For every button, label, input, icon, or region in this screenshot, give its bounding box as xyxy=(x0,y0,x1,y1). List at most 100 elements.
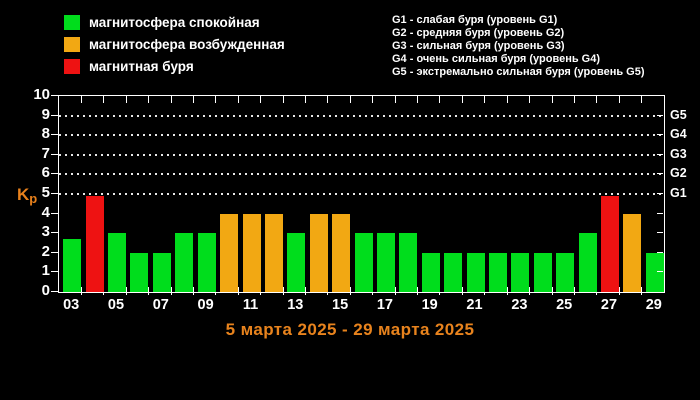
axis-tick-top xyxy=(439,96,441,103)
y-tick-label: 7 xyxy=(41,144,50,162)
kp-bar-day-18 xyxy=(399,233,418,292)
y-tick-label: 3 xyxy=(41,223,50,241)
kp-bar-day-09 xyxy=(197,233,216,292)
right-axis-tick xyxy=(657,173,663,175)
axis-tick-top xyxy=(349,96,351,103)
axis-tick-top xyxy=(148,96,150,103)
plot-area xyxy=(58,95,665,295)
kp-bar-day-05 xyxy=(108,233,126,292)
legend-label-quiet: магнитосфера спокойная xyxy=(89,14,260,30)
axis-tick-top xyxy=(506,96,508,103)
g-level-label-g4: G4 xyxy=(670,127,687,142)
axis-tick-top xyxy=(327,96,329,103)
gridline-kp7 xyxy=(59,153,664,156)
x-tick-label-19: 19 xyxy=(421,297,438,313)
axis-tick-top xyxy=(618,96,620,103)
gridline-kp6 xyxy=(59,173,664,176)
gridline-kp9 xyxy=(59,114,664,117)
axis-tick-bottom xyxy=(596,287,598,295)
g-level-label-g2: G2 xyxy=(670,166,687,181)
axis-tick-bottom xyxy=(349,287,351,295)
right-axis-tick xyxy=(657,193,663,194)
axis-tick-bottom xyxy=(237,287,239,295)
x-tick-label-17: 17 xyxy=(376,297,393,313)
axis-tick-bottom xyxy=(103,287,105,295)
kp-bar-day-21 xyxy=(466,252,485,292)
kp-bar-day-17 xyxy=(376,233,395,292)
kp-bar-day-06 xyxy=(130,252,149,292)
axis-tick-bottom xyxy=(506,287,508,295)
chart-date-range-title: 5 марта 2025 - 29 марта 2025 xyxy=(225,320,475,339)
axis-tick-bottom xyxy=(529,287,531,295)
kp-bar-day-16 xyxy=(354,233,373,292)
kp-bar-day-24 xyxy=(533,252,552,292)
axis-tick-top xyxy=(305,96,306,103)
storm-scale-line-g5: G5 - экстремально сильная буря (уровень … xyxy=(392,66,645,78)
axis-tick-bottom xyxy=(170,287,172,295)
x-tick-label-05: 05 xyxy=(107,297,125,313)
right-axis-tick xyxy=(657,232,663,234)
axis-tick-top xyxy=(551,96,553,103)
storm-scale-line-g4: G4 - очень сильная буря (уровень G4) xyxy=(392,53,601,65)
kp-bar-day-14 xyxy=(309,213,328,292)
storm-scale-line-g3: G3 - сильная буря (уровень G3) xyxy=(392,40,565,52)
legend-label-storm: магнитная буря xyxy=(89,58,194,74)
y-axis-tick xyxy=(51,95,58,96)
x-tick-label-07: 07 xyxy=(152,297,169,313)
x-tick-label-09: 09 xyxy=(197,297,214,313)
axis-tick-bottom xyxy=(305,287,306,295)
x-tick-label-27: 27 xyxy=(600,297,618,313)
axis-tick-top xyxy=(125,96,127,103)
y-axis-tick xyxy=(51,153,58,155)
orange-square-icon xyxy=(64,36,80,52)
axis-tick-bottom xyxy=(417,287,418,295)
storm-scale-description: G1 - слабая буря (уровень G1) G2 - средн… xyxy=(392,14,645,79)
kp-bar-day-29 xyxy=(645,252,664,292)
y-axis-tick xyxy=(51,251,58,253)
axis-tick-bottom xyxy=(394,287,396,295)
y-axis-tick xyxy=(51,232,58,234)
legend-label-excited: магнитосфера возбужденная xyxy=(89,36,285,52)
x-tick-label-03: 03 xyxy=(63,297,80,313)
axis-tick-bottom xyxy=(282,287,284,295)
axis-tick-bottom xyxy=(215,287,217,295)
kp-bar-day-04 xyxy=(85,196,104,292)
axis-tick-bottom xyxy=(641,287,643,295)
legend-item-excited: магнитосфера возбужденная xyxy=(64,33,285,55)
y-axis-tick xyxy=(51,193,58,194)
gridline-kp5 xyxy=(59,193,664,195)
green-square-icon xyxy=(64,14,80,30)
right-axis-tick xyxy=(657,212,663,214)
axis-tick-bottom xyxy=(461,287,463,295)
kp-bar-day-03 xyxy=(63,239,82,292)
kp-bar-day-08 xyxy=(175,233,194,292)
gridline-kp8 xyxy=(59,134,664,137)
axis-tick-bottom xyxy=(618,287,620,295)
axis-tick-top xyxy=(641,96,643,103)
axis-tick-top xyxy=(372,96,374,103)
x-tick-label-13: 13 xyxy=(287,297,304,313)
kp-label-main: K xyxy=(17,185,30,204)
y-tick-label: 1 xyxy=(41,262,50,280)
kp-bar-day-27 xyxy=(601,196,619,292)
kp-bar-day-22 xyxy=(488,252,507,292)
kp-bar-day-10 xyxy=(220,213,239,292)
g-level-label-g3: G3 xyxy=(670,146,687,161)
axis-tick-top xyxy=(237,96,239,103)
axis-tick-bottom xyxy=(125,287,127,295)
x-tick-label-23: 23 xyxy=(511,297,528,313)
x-tick-label-15: 15 xyxy=(332,297,349,313)
legend-item-quiet: магнитосфера спокойная xyxy=(64,11,285,33)
legend: магнитосфера спокойная магнитосфера возб… xyxy=(64,11,285,77)
y-axis-tick xyxy=(51,173,58,175)
y-tick-label: 4 xyxy=(41,203,50,221)
right-axis-tick xyxy=(657,153,663,155)
y-axis-tick xyxy=(51,134,58,136)
right-axis-tick xyxy=(657,114,663,116)
y-tick-label: 6 xyxy=(41,164,50,182)
axis-tick-top xyxy=(573,96,575,103)
right-axis-tick xyxy=(657,271,663,273)
axis-tick-top xyxy=(417,96,418,103)
kp-bar-day-23 xyxy=(511,252,530,292)
